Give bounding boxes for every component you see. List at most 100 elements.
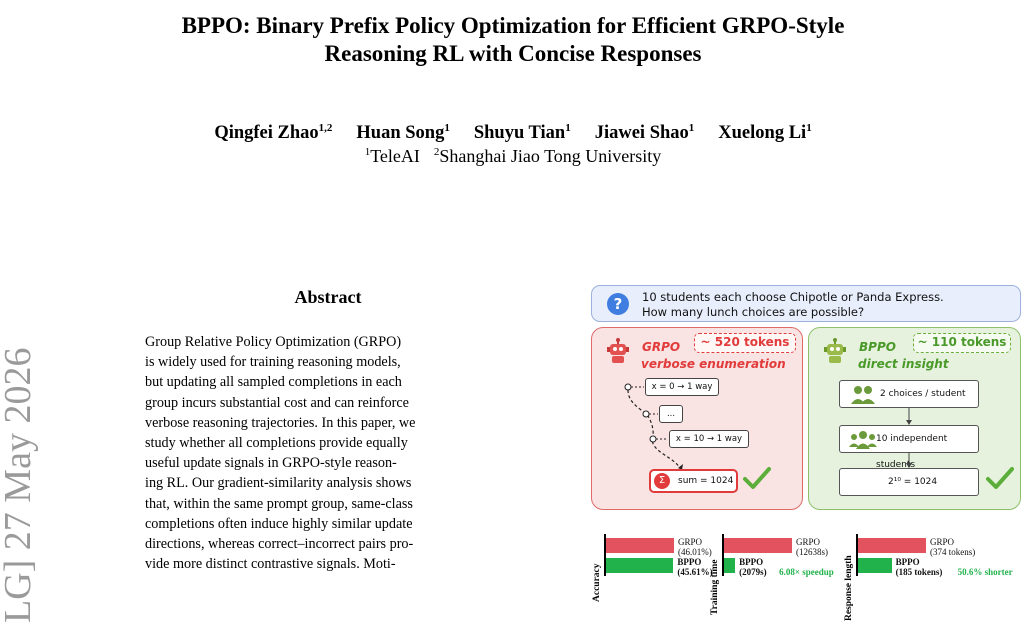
chart-ylabel: Accuracy bbox=[592, 563, 602, 602]
author-name: Qingfei Zhao bbox=[214, 123, 319, 144]
bppo-result-text: 2¹⁰ = 1024 bbox=[888, 477, 938, 487]
chart-ylabel: Training time bbox=[710, 559, 720, 616]
chart-series-name: BPPO bbox=[677, 557, 702, 567]
paper-title: BPPO: Binary Prefix Policy Optimization … bbox=[0, 12, 1026, 68]
author-list: Qingfei Zhao1,2 Huan Song1 Shuyu Tian1 Jiaw… bbox=[0, 122, 1026, 144]
abstract-line: is widely used for training reasoning mo… bbox=[145, 354, 401, 371]
chart-bar-label: BPPO (45.61%) bbox=[677, 557, 712, 577]
affiliation-name: TeleAI bbox=[370, 146, 420, 166]
sigma-icon: Σ bbox=[654, 473, 670, 489]
arxiv-stamp: LG] 27 May 2026 bbox=[0, 347, 39, 623]
abstract-line: that, within the same prompt group, same… bbox=[145, 495, 413, 512]
abstract-line: vide more distinct contrastive signals. … bbox=[145, 556, 396, 573]
bppo-panel: BPPO ~ 110 tokens direct insight 2 choic… bbox=[808, 327, 1021, 510]
abstract-line: verbose reasoning trajectories. In this … bbox=[145, 414, 416, 431]
chart-bar-label: GRPO (374 tokens) bbox=[930, 537, 975, 557]
chart-axis bbox=[722, 534, 724, 576]
grpo-reasoning-path bbox=[624, 383, 683, 470]
chart-series-name: GRPO bbox=[678, 537, 703, 547]
abstract-line: completions often induce highly similar … bbox=[145, 515, 413, 532]
affiliation: 1TeleAI bbox=[365, 146, 420, 166]
chart-bar-grpo bbox=[724, 538, 792, 553]
title-line-1: BPPO: Binary Prefix Policy Optimization … bbox=[181, 13, 845, 38]
abstract-line: ing RL. Our gradient-similarity analysis… bbox=[145, 475, 412, 492]
abstract-heading: Abstract bbox=[294, 287, 362, 307]
chart-series-value: (46.01%) bbox=[678, 547, 712, 557]
group-icon bbox=[849, 431, 877, 449]
author-affil-sup: 1 bbox=[806, 122, 812, 134]
chart-bar-bppo bbox=[724, 558, 736, 573]
chart-bar-grpo bbox=[606, 538, 674, 553]
chart-bar-label: BPPO (2079s) bbox=[739, 557, 767, 577]
chart-series-value: (45.61%) bbox=[677, 567, 713, 577]
abstract-line: useful update signals in GRPO-style reas… bbox=[145, 455, 397, 472]
grpo-step-1: x = 0 → 1 way bbox=[645, 378, 719, 396]
grpo-subtitle: verbose enumeration bbox=[641, 357, 786, 371]
grpo-sum-text: sum = 1024 bbox=[678, 476, 734, 486]
bppo-step-2-text: 10 independent students bbox=[876, 434, 948, 470]
chart-series-name: BPPO bbox=[895, 557, 920, 567]
affiliation: 2Shanghai Jiao Tong University bbox=[434, 146, 661, 166]
chart-annotation: 50.6% shorter bbox=[957, 567, 1013, 577]
bppo-token-count: ~ 110 tokens bbox=[913, 333, 1011, 353]
chart-series-name: GRPO bbox=[930, 537, 955, 547]
question-line-2: How many lunch choices are possible? bbox=[642, 305, 865, 319]
author: Xuelong Li1 bbox=[718, 122, 811, 144]
grpo-check-icon bbox=[743, 467, 771, 489]
author-name: Shuyu Tian bbox=[473, 123, 566, 144]
abstract-line: but updating all sampled completions in … bbox=[145, 374, 402, 391]
bppo-step-2: 10 independent students bbox=[839, 425, 979, 470]
author-name: Xuelong Li bbox=[718, 123, 807, 144]
chart-annotation: 6.08× speedup bbox=[779, 567, 834, 577]
bppo-robot-icon bbox=[824, 338, 846, 363]
chart-axis bbox=[604, 534, 606, 576]
chart-bar-grpo bbox=[858, 538, 926, 553]
chart-bar-bppo bbox=[858, 558, 892, 573]
affiliation-sup: 2 bbox=[433, 146, 440, 158]
chart-series-name: GRPO bbox=[796, 537, 821, 547]
author-affil-sup: 1 bbox=[444, 122, 450, 134]
author: Huan Song1 bbox=[356, 122, 449, 144]
author: Qingfei Zhao1,2 bbox=[214, 122, 332, 144]
author-affil-sup: 1 bbox=[688, 122, 695, 134]
grpo-step-2: ... bbox=[659, 405, 683, 423]
chart-series-value: (2079s) bbox=[739, 567, 767, 577]
chart-bar-bppo bbox=[606, 558, 674, 573]
abstract-line: group incurs substantial cost and can re… bbox=[145, 394, 409, 411]
abstract-text: Group Relative Policy Optimization (GRPO… bbox=[145, 332, 511, 574]
question-icon: ? bbox=[607, 293, 629, 315]
bppo-subtitle: direct insight bbox=[858, 357, 949, 371]
chart-series-value: (185 tokens) bbox=[895, 567, 943, 577]
chart-series-name: BPPO bbox=[739, 557, 764, 567]
author-name: Huan Song bbox=[356, 123, 445, 144]
chart-bar-label: BPPO (185 tokens) bbox=[896, 557, 943, 577]
abstract-line: study whether all completions provide eq… bbox=[145, 435, 408, 452]
chart-bar-label: GRPO (46.01%) bbox=[678, 537, 712, 557]
bppo-flow-arrows bbox=[906, 408, 912, 468]
chart-ylabel: Response length bbox=[844, 554, 854, 621]
bppo-label: BPPO bbox=[859, 340, 896, 354]
chart-bar-label: GRPO (12638s) bbox=[796, 537, 828, 557]
author: Jiawei Shao1 bbox=[595, 122, 695, 144]
author-affil-sup: 1 bbox=[565, 122, 571, 134]
bppo-step-1: 2 choices / student bbox=[839, 380, 979, 408]
grpo-robot-icon bbox=[607, 338, 629, 363]
bppo-result-box: 2¹⁰ = 1024 bbox=[839, 468, 979, 496]
author: Shuyu Tian1 bbox=[474, 122, 571, 144]
grpo-panel: GRPO ~ 520 tokens verbose enumeration x … bbox=[591, 327, 803, 510]
users-icon bbox=[851, 386, 875, 404]
chart-series-value: (374 tokens) bbox=[930, 547, 976, 557]
affiliation-name: Shanghai Jiao Tong University bbox=[439, 146, 662, 166]
question-line-1: 10 students each choose Chipotle or Pand… bbox=[642, 290, 944, 304]
comparison-charts: Accuracy GRPO (46.01%) BPPO (45.61%) Training… bbox=[583, 522, 1026, 622]
question-text: 10 students each choose Chipotle or Pand… bbox=[642, 290, 944, 320]
overview-figure: ? 10 students each choose Chipotle or Pa… bbox=[583, 282, 1026, 623]
author-affil-sup: 1,2 bbox=[318, 122, 333, 134]
bppo-step-1-text: 2 choices / student bbox=[880, 389, 966, 399]
grpo-sum-box: Σ sum = 1024 bbox=[649, 469, 738, 493]
abstract-line: directions, whereas correct–incorrect pa… bbox=[145, 536, 414, 553]
chart-axis bbox=[856, 534, 858, 576]
title-line-2: Reasoning RL with Concise Responses bbox=[324, 41, 702, 66]
chart-series-value: (12638s) bbox=[796, 547, 828, 557]
affiliations: 1TeleAI 2Shanghai Jiao Tong University bbox=[0, 146, 1026, 167]
